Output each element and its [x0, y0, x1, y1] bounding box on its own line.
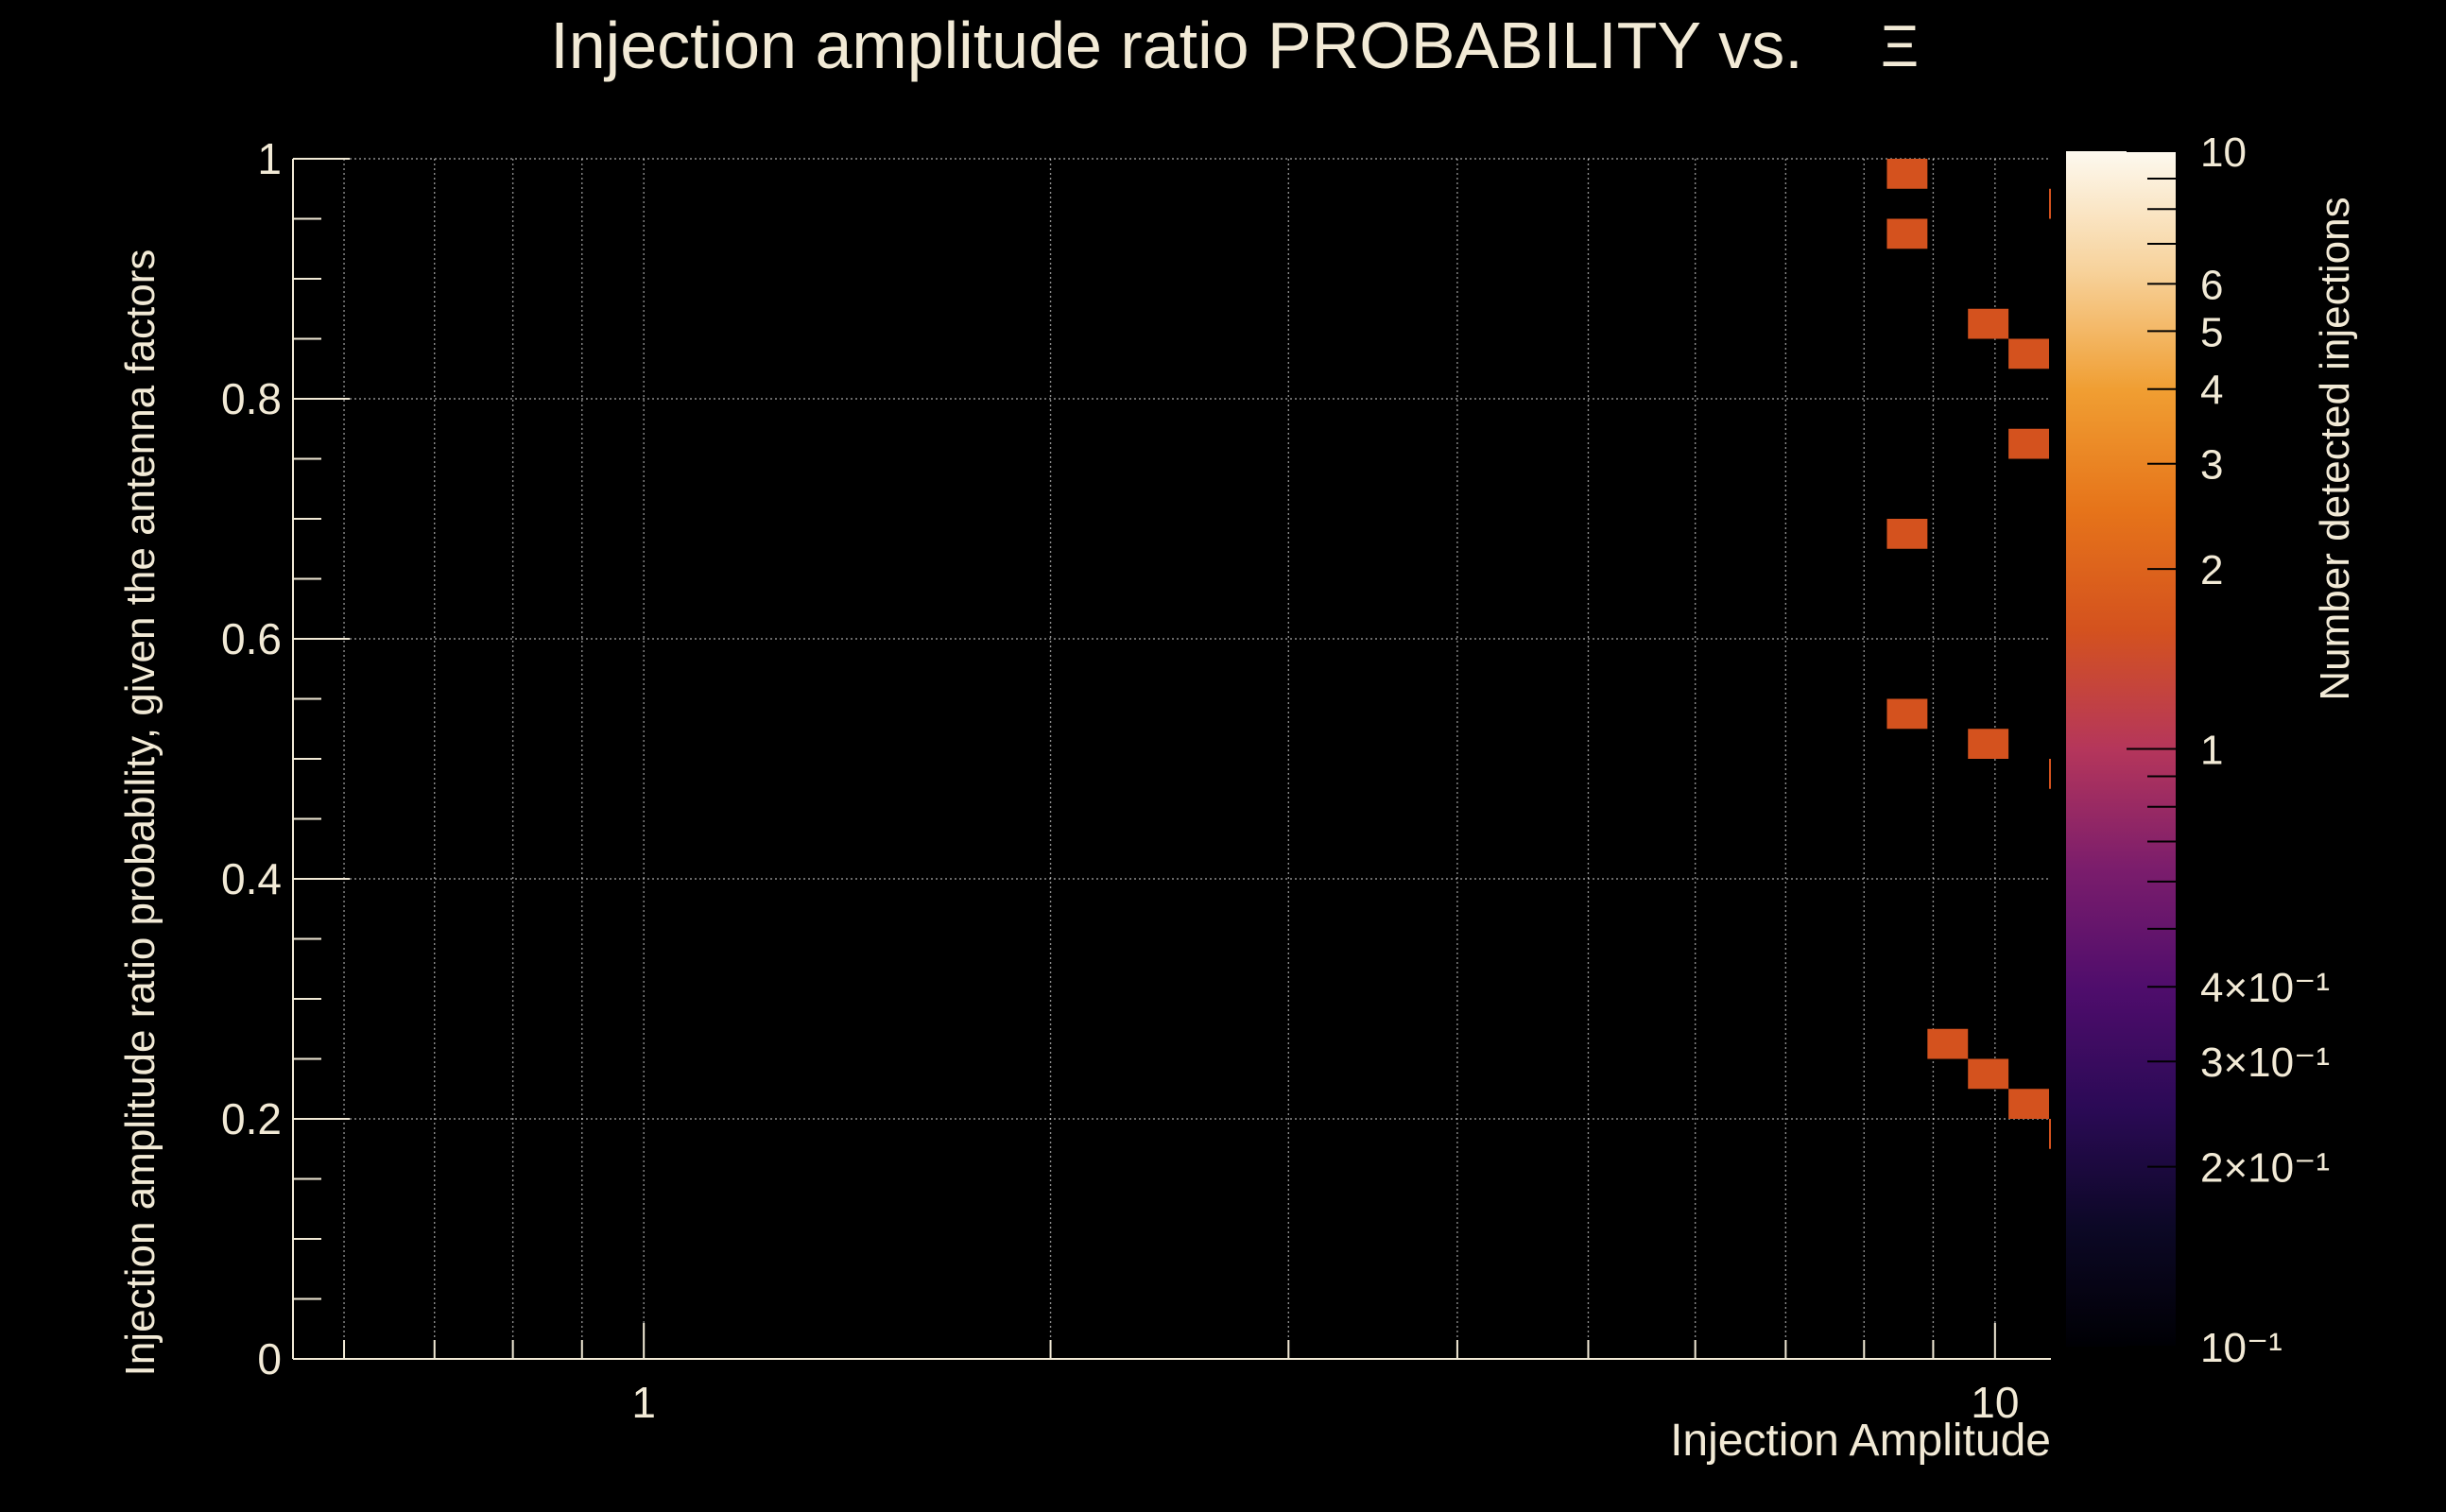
z-tick-label: 6 [2200, 262, 2223, 308]
heatmap-cell [1968, 729, 2009, 759]
y-tick-label: 1 [257, 134, 282, 183]
z-tick-label: 4 [2200, 368, 2223, 414]
x-axis-label: Injection Amplitude [1670, 1416, 2051, 1466]
heatmap-cell [1927, 1028, 1969, 1059]
heatmap-cell [2008, 338, 2050, 369]
heatmap-cell [1968, 1058, 2009, 1090]
color-scale-ticks: 10 65 4 3 2 1 4×10⁻¹ 3×10⁻¹ 2×10⁻¹ 10⁻¹ [2127, 129, 2330, 1371]
x-axis-ticks: 1 10 [343, 1323, 2019, 1427]
heatmap-cell [2049, 188, 2051, 219]
z-tick-label: 1 [2200, 728, 2223, 774]
heatmap-cell [1886, 698, 1928, 730]
z-tick-label: 2 [2200, 547, 2223, 593]
heatmap-cell [2008, 1089, 2050, 1119]
y-axis-ticks: 0 0.2 0.4 0.6 0.8 1 [221, 134, 350, 1383]
chart-title: Injection amplitude ratio PROBABILITY vs… [550, 9, 1802, 82]
plot-axes [292, 159, 2051, 1360]
heatmap-cell [1886, 159, 1928, 189]
heatmap-cell [1886, 218, 1928, 249]
heatmap-cells [1886, 159, 2051, 1149]
z-tick-label: 3×10⁻¹ [2200, 1040, 2330, 1086]
grid-lines [293, 158, 2051, 1360]
z-tick-label: 10 [2200, 129, 2247, 176]
x-tick-label: 10 [1971, 1378, 2019, 1427]
z-tick-label: 3 [2200, 442, 2223, 489]
y-tick-label: 0.2 [221, 1094, 282, 1143]
heatmap-cell [1886, 519, 1928, 549]
y-tick-label: 0.6 [221, 614, 282, 663]
z-tick-label: 4×10⁻¹ [2200, 965, 2330, 1011]
z-tick-label: 10⁻¹ [2200, 1325, 2282, 1371]
heatmap-cell [1968, 308, 2009, 339]
z-tick-label: 2×10⁻¹ [2200, 1145, 2330, 1192]
chart-title-symbol: Ξ [1881, 14, 1919, 79]
heatmap-cell [2008, 428, 2050, 459]
z-tick-label: 5 [2200, 309, 2223, 355]
y-tick-label: 0.8 [221, 374, 282, 423]
heatmap-cell [2049, 1119, 2051, 1149]
color-scale-label: Number detected injections [2312, 197, 2358, 700]
y-tick-label: 0.4 [221, 854, 282, 903]
x-tick-label: 1 [631, 1378, 656, 1427]
y-axis-label: Injection amplitude ratio probability, g… [117, 249, 164, 1377]
heatmap-cell [2049, 759, 2051, 789]
y-tick-label: 0 [257, 1334, 282, 1383]
